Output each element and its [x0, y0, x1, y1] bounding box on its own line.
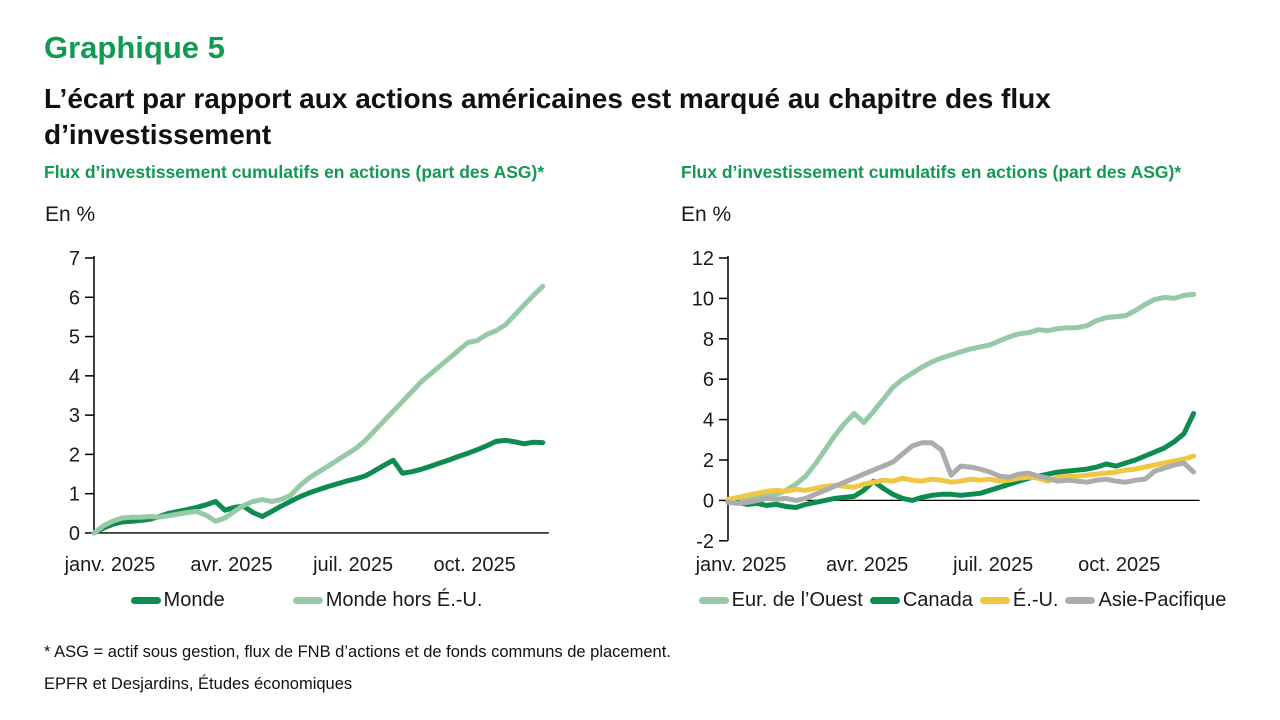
asie-pacifique-line-swatch	[1065, 597, 1096, 604]
series-line	[725, 453, 1197, 502]
left-chart-legend: Monde Monde hors É.-U.	[39, 589, 574, 612]
left-unit-label: En %	[45, 203, 96, 226]
legend-label-monde-hors-eu: Monde hors É.-U.	[325, 589, 483, 611]
y-axis-tick-label: 6	[69, 287, 80, 309]
legend-item-monde-hors-eu: Monde hors É.-U.	[292, 589, 483, 612]
right-chart-legend: Eur. de l’Ouest Canada É.-U. Asie-Pacifi…	[655, 589, 1270, 612]
right-chart-subtitle: Flux d’investissement cumulatifs en acti…	[681, 162, 1182, 182]
x-axis-tick-label: janv. 2025	[64, 554, 156, 576]
legend-label-canada: Canada	[902, 589, 973, 611]
legend-label-asie-pacifique: Asie-Pacifique	[1098, 589, 1227, 611]
etats-unis-line-swatch	[979, 597, 1010, 604]
y-axis-tick-label: 2	[703, 450, 714, 472]
left-chart-subtitle: Flux d’investissement cumulatifs en acti…	[44, 162, 545, 182]
legend-label-monde: Monde	[163, 589, 225, 611]
y-axis-tick-label: 0	[69, 523, 80, 545]
y-axis-tick-label: 12	[692, 248, 714, 270]
y-axis-tick-label: -2	[696, 531, 714, 553]
x-axis-tick-label: janv. 2025	[695, 554, 787, 576]
monde-hors-eu-line-swatch	[292, 597, 323, 604]
legend-label-etats-unis: É.-U.	[1012, 589, 1059, 611]
legend-item-eur-ouest: Eur. de l’Ouest	[698, 589, 863, 612]
footnote: * ASG = actif sous gestion, flux de FNB …	[44, 643, 671, 661]
chart-number-label: Graphique 5	[44, 30, 225, 65]
monde-line-swatch	[130, 597, 161, 604]
y-axis-tick-label: 2	[69, 444, 80, 466]
y-axis-tick-label: 6	[703, 369, 714, 391]
right-line-chart: -2 0 2 4 6 8 10 12 janv. 2025 avr. 2025 juil. 2025…	[692, 248, 1200, 576]
legend-item-etats-unis: É.-U.	[979, 589, 1059, 612]
page-title: L’écart par rapport aux actions américai…	[44, 83, 1051, 150]
right-unit-label: En %	[681, 203, 732, 226]
eur-ouest-line-swatch	[698, 597, 729, 604]
legend-item-asie-pacifique: Asie-Pacifique	[1065, 589, 1226, 612]
y-axis-tick-label: 8	[703, 329, 714, 351]
x-axis-tick-label: avr. 2025	[826, 554, 908, 576]
x-axis-tick-label: juil. 2025	[952, 554, 1033, 576]
series-line	[91, 283, 546, 536]
x-axis-tick-label: juil. 2025	[312, 554, 393, 576]
y-axis-tick-label: 10	[692, 288, 714, 310]
x-axis-tick-label: oct. 2025	[434, 554, 516, 576]
y-axis-tick-label: 3	[69, 405, 80, 427]
series-line	[725, 411, 1197, 510]
canada-line-swatch	[869, 597, 900, 604]
y-axis-tick-label: 5	[69, 327, 80, 349]
y-axis-tick-label: 7	[69, 248, 80, 270]
y-axis-tick-label: 1	[69, 484, 80, 506]
x-axis-tick-label: oct. 2025	[1078, 554, 1160, 576]
legend-label-eur-ouest: Eur. de l’Ouest	[731, 589, 863, 611]
source-line: EPFR et Desjardins, Études économiques	[44, 675, 353, 693]
x-axis-tick-label: avr. 2025	[190, 554, 272, 576]
y-axis-tick-label: 0	[703, 490, 714, 512]
legend-item-monde: Monde	[130, 589, 225, 612]
legend-item-canada: Canada	[869, 589, 973, 612]
series-line	[725, 291, 1197, 503]
left-line-chart: 0 1 2 3 4 5 6 7 janv. 2025 avr. 2025 juil. 2025 oct…	[64, 248, 549, 576]
y-axis-tick-label: 4	[703, 410, 714, 432]
series-line	[725, 440, 1197, 506]
y-axis-tick-label: 4	[69, 366, 80, 388]
